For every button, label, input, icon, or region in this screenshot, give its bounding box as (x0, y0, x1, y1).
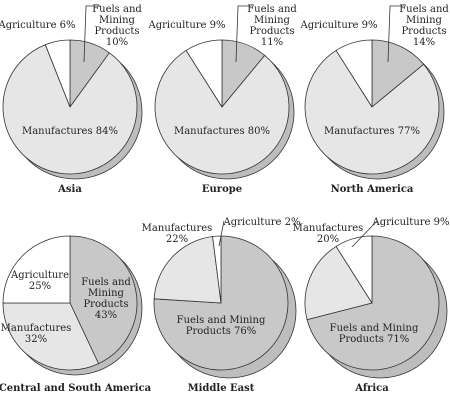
label-line: Manufactures (142, 223, 213, 234)
label-line: Agriculture 2% (222, 217, 300, 228)
label-line: Manufactures 84% (22, 126, 118, 137)
label-line: Manufactures 77% (324, 126, 420, 137)
pie-chart-asia: Fuels and Mining Products 10% Manufactures 8… (0, 4, 142, 195)
slice-label-agriculture: Agriculture 9% (147, 20, 225, 31)
label-line: Manufactures (1, 323, 72, 334)
slice-label-agriculture: Agriculture 6% (0, 20, 76, 31)
label-line: Fuels and Mining (177, 315, 266, 326)
pie-chart-middle-east: Fuels and Mining Products 76% Manufactures… (142, 217, 301, 394)
label-line: Agriculture 9% (371, 217, 449, 228)
label-line: 22% (166, 234, 188, 245)
label-line: Mining (99, 15, 136, 26)
slice-label-manufactures: Manufactures 22% (142, 223, 213, 245)
label-line: Products (401, 26, 446, 37)
slice-label-fuels: Fuels and Mining Products 10% (92, 4, 142, 48)
label-line: 10% (106, 37, 128, 48)
slice-label-agriculture: Agriculture 2% (222, 217, 300, 228)
region-label: Asia (57, 184, 82, 195)
label-line: Products (94, 26, 139, 37)
region-label: Middle East (188, 383, 255, 394)
pie-slice-fuels (371, 39, 425, 108)
pie-chart-europe: Fuels and Mining Products 11% Manufactures 8… (147, 4, 297, 195)
slice-label-manufactures: Manufactures 84% (22, 126, 118, 137)
label-line: Manufactures 80% (174, 126, 270, 137)
slice-label-fuels: Fuels and Mining Products 76% (177, 315, 266, 337)
label-line: Fuels and (399, 4, 449, 15)
label-line: Products 76% (186, 326, 257, 337)
label-line: Fuels and Mining (330, 323, 419, 334)
region-label: Europe (202, 184, 242, 195)
slice-label-fuels: Fuels and Mining Products 11% (247, 4, 297, 48)
label-line: Agriculture 6% (0, 20, 76, 31)
slice-label-agriculture: Agriculture 9% (371, 217, 449, 228)
label-line: Agriculture 9% (147, 20, 225, 31)
pie-slice-fuels (306, 235, 440, 371)
pie-slice-fuels (69, 235, 138, 365)
pie-slice-manufactures (2, 302, 99, 371)
region-label: Central and South America (0, 383, 152, 394)
label-line: Manufactures (293, 223, 364, 234)
pie-chart-africa: Fuels and Mining Products 71% Manufactures… (293, 217, 450, 394)
label-line: Agriculture (10, 270, 69, 281)
pie-slice-agriculture (335, 235, 373, 304)
slice-label-fuels: Fuels and Mining Products 71% (330, 323, 419, 345)
label-line: 25% (29, 281, 51, 292)
slice-label-agriculture: Agriculture 9% (299, 20, 377, 31)
slice-label-manufactures: Manufactures 20% (293, 223, 364, 245)
label-line: Products 71% (339, 334, 410, 345)
leader-line-agriculture (351, 220, 378, 248)
label-line: 11% (261, 37, 283, 48)
pie-slice-manufactures (154, 50, 290, 175)
leader-line-agriculture (218, 220, 225, 247)
label-line: 14% (413, 37, 435, 48)
pie-slice-manufactures (304, 246, 373, 321)
leader-line-fuels (235, 5, 253, 63)
leader-line-fuels (83, 5, 101, 63)
label-line: Products (83, 299, 128, 310)
pie-slice-fuels (153, 235, 289, 371)
label-line: Mining (406, 15, 443, 26)
pie-slice-manufactures (304, 50, 440, 175)
label-line: 20% (317, 234, 339, 245)
label-line: 32% (25, 334, 47, 345)
pie-chart-central-and-south-america: Fuels and Mining Products 43% Manufactures 32… (0, 235, 152, 394)
leader-line-fuels (387, 5, 405, 63)
slice-label-manufactures: Manufactures 77% (324, 126, 420, 137)
pie-chart-north-america: Fuels and Mining Products 14% Manufactures 7… (299, 4, 449, 195)
label-line: Products (249, 26, 294, 37)
label-line: Fuels and (81, 277, 131, 288)
label-line: 43% (95, 310, 117, 321)
label-line: Fuels and (92, 4, 142, 15)
pie-slice-agriculture (44, 39, 71, 108)
region-label: North America (331, 184, 414, 195)
label-line: Mining (254, 15, 291, 26)
label-line: Agriculture 9% (299, 20, 377, 31)
pie-slice-manufactures (153, 236, 222, 304)
pie-slice-agriculture (2, 235, 71, 304)
slice-label-manufactures: Manufactures 80% (174, 126, 270, 137)
slice-label-fuels: Fuels and Mining Products 14% (399, 4, 449, 48)
label-line: Mining (88, 288, 125, 299)
pie-slice-agriculture (335, 39, 373, 108)
pie-slice-agriculture (185, 39, 223, 108)
slice-label-fuels: Fuels and Mining Products 43% (81, 277, 131, 321)
slice-label-agriculture: Agriculture 25% (10, 270, 69, 292)
label-line: Fuels and (247, 4, 297, 15)
slice-label-manufactures: Manufactures 32% (1, 323, 72, 345)
region-label: Africa (354, 383, 389, 394)
pie-slice-manufactures (2, 44, 138, 175)
